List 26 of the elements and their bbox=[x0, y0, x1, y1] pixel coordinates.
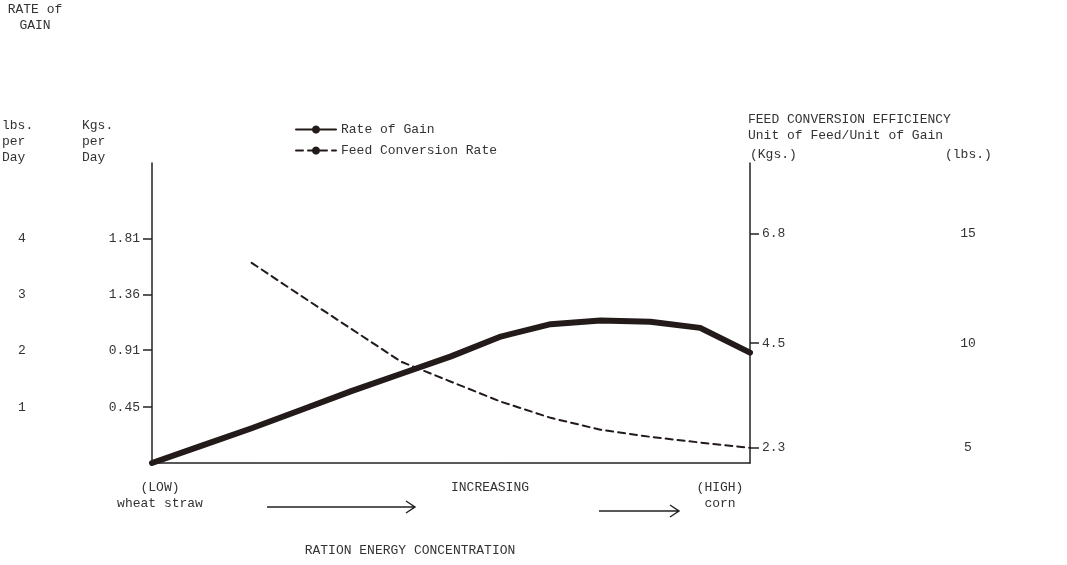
y-axis-title: Kgs. per Day bbox=[82, 118, 114, 166]
y2-axis-title: (Kgs.) bbox=[750, 147, 797, 163]
text: 2 bbox=[18, 342, 26, 358]
y2-tick-label: 6.8 bbox=[762, 226, 786, 242]
text: RATION ENERGY CONCENTRATION bbox=[303, 543, 517, 559]
text: (HIGH) corn bbox=[695, 480, 745, 512]
legend-label: Feed Conversion Rate bbox=[341, 143, 498, 158]
y2-tick-label: 4.5 bbox=[762, 335, 786, 351]
text: 15 bbox=[960, 226, 976, 242]
text: (lbs.) bbox=[945, 147, 993, 163]
text: 5 bbox=[964, 440, 972, 456]
text: 1 bbox=[18, 399, 27, 415]
text: FEED CONVERSION EFFICIENCY Unit of Feed/Unit of Gain bbox=[748, 112, 952, 144]
y-tick-label: 1.81 bbox=[108, 231, 141, 247]
text: 3 bbox=[18, 286, 26, 302]
y-tick-label: 0.45 bbox=[108, 399, 140, 415]
text: INCREASING bbox=[450, 480, 530, 496]
legend-label: Rate of Gain bbox=[341, 122, 435, 137]
text: (LOW) wheat straw bbox=[116, 480, 204, 512]
y-tick-label: 0.91 bbox=[108, 342, 141, 358]
text: lbs. per Day bbox=[2, 118, 35, 166]
text: RATE of GAIN bbox=[6, 2, 64, 34]
y-tick-label: 1.36 bbox=[108, 286, 140, 302]
text: 10 bbox=[960, 335, 976, 351]
text: 4 bbox=[18, 231, 27, 247]
y2-tick-label: 2.3 bbox=[762, 440, 786, 456]
